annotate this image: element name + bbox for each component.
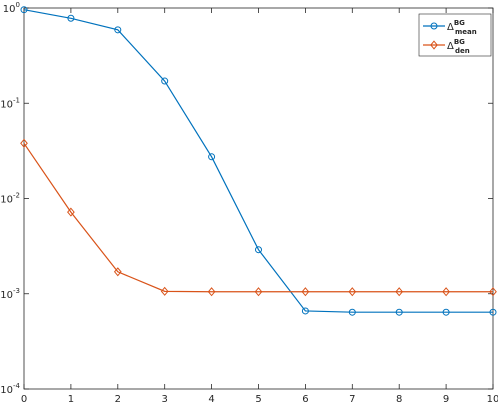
x-tick-label: 7	[349, 394, 355, 405]
marker	[160, 286, 169, 296]
x-tick-label: 3	[162, 394, 168, 405]
marker	[255, 246, 262, 254]
marker	[301, 307, 309, 315]
marker	[20, 138, 28, 148]
y-tick-label: 10-3	[0, 287, 20, 301]
legend-sup: BG	[454, 19, 465, 27]
series-line	[23, 9, 493, 313]
x-tick-label: 4	[208, 394, 214, 405]
legend-marker	[430, 22, 438, 30]
marker	[395, 287, 404, 297]
plot-area	[23, 7, 494, 390]
marker	[348, 308, 356, 316]
marker	[442, 287, 450, 297]
y-tick-label: 10-4	[0, 382, 20, 396]
legend-label: ΔBG mean	[447, 19, 477, 36]
marker	[114, 26, 122, 34]
legend-sup: BG	[454, 38, 465, 46]
legend-sub: mean	[455, 28, 477, 36]
legend-label: ΔBG den	[447, 38, 470, 55]
marker	[442, 308, 450, 316]
y-tick-exponent: -3	[13, 287, 20, 295]
legend-box	[418, 13, 492, 57]
x-tick-label: 10	[487, 394, 498, 405]
y-tick-base: 10	[0, 385, 13, 396]
series-line	[23, 142, 493, 293]
marker	[395, 308, 403, 316]
marker	[20, 6, 28, 14]
x-tick-label: 5	[255, 394, 261, 405]
legend-name: Δ	[447, 41, 454, 52]
y-tick-base: 10	[0, 99, 13, 110]
marker	[161, 77, 169, 85]
marker	[67, 14, 75, 22]
x-tick-label: 1	[68, 394, 74, 405]
y-tick-base: 10	[0, 195, 13, 206]
x-tick-label: 0	[21, 394, 27, 405]
x-tick-label: 8	[396, 394, 402, 405]
marker	[348, 287, 357, 297]
y-tick-base: 10	[3, 4, 16, 15]
x-tick-label: 2	[115, 394, 121, 405]
marker	[301, 287, 310, 297]
y-tick-exponent: 0	[16, 1, 20, 9]
y-tick-label: 10-1	[0, 96, 20, 110]
marker	[489, 287, 497, 297]
marker	[254, 287, 263, 297]
marker	[207, 287, 216, 297]
marker	[113, 267, 122, 277]
x-tick-label: 9	[443, 394, 449, 405]
y-tick-label: 100	[3, 1, 20, 15]
y-tick-exponent: -1	[13, 96, 20, 104]
marker	[489, 308, 497, 316]
y-tick-exponent: -2	[13, 192, 20, 200]
marker	[208, 153, 216, 161]
legend-sub: den	[455, 47, 470, 55]
legend-name: Δ	[447, 22, 454, 33]
y-tick-exponent: -4	[13, 382, 21, 390]
marker	[67, 207, 75, 217]
legend-marker	[430, 40, 438, 50]
y-tick-base: 10	[0, 290, 13, 301]
x-tick-label: 6	[302, 394, 308, 405]
y-tick-label: 10-2	[0, 192, 20, 206]
